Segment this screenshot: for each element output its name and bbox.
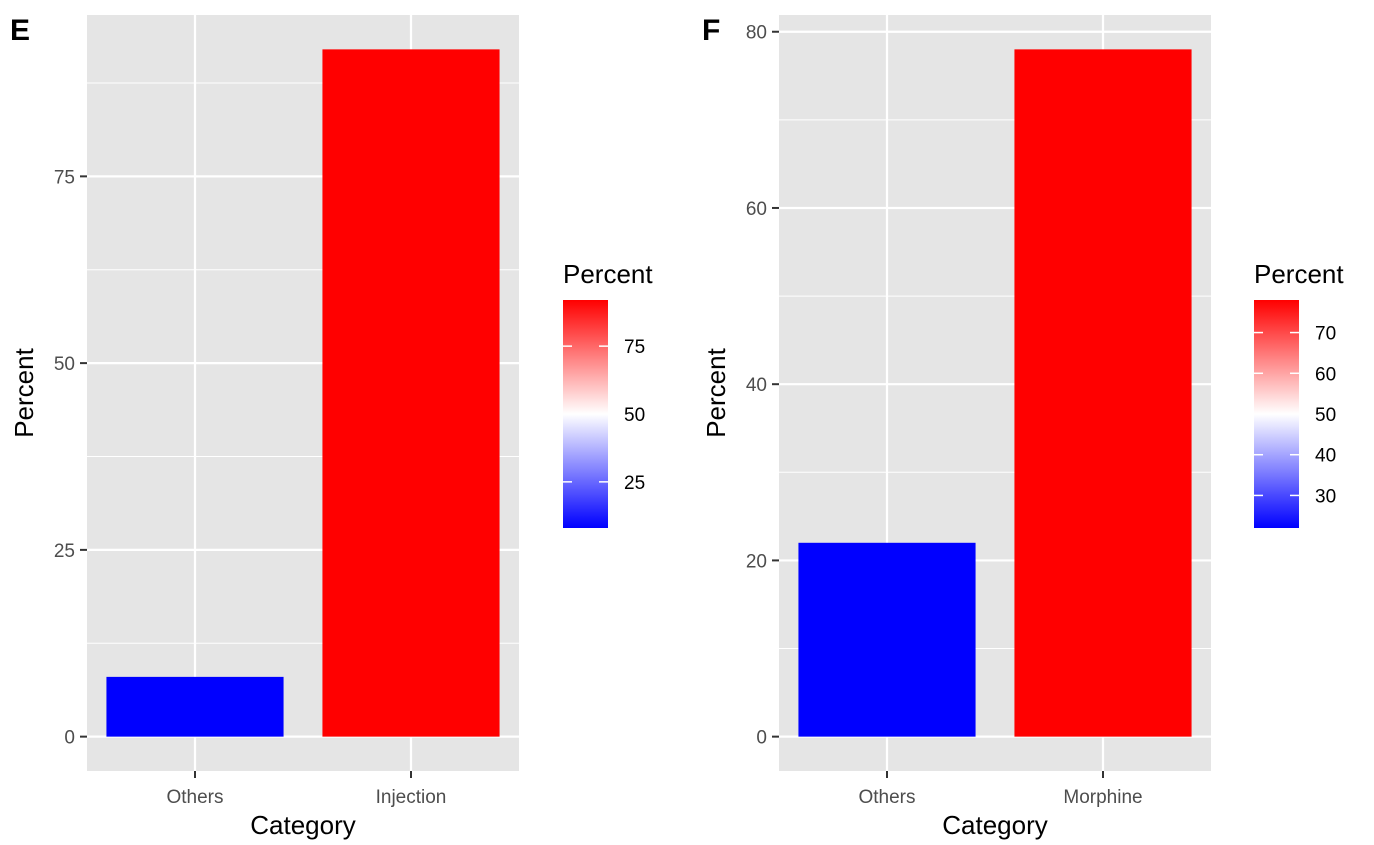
legend-tick-label: 70 bbox=[1315, 324, 1336, 345]
y-tick-label: 60 bbox=[746, 199, 767, 220]
legend-tick-label: 50 bbox=[624, 405, 645, 426]
panel-tag: E bbox=[10, 14, 30, 47]
legend-title: Percent bbox=[1254, 259, 1344, 289]
bar-injection bbox=[322, 49, 500, 737]
chart-panel-e: 0 25 50 75 Others Injection Category Percent E Pe… bbox=[9, 14, 653, 840]
legend: Percent 30 40 50 60 70 bbox=[1254, 259, 1344, 528]
legend-tick-label: 25 bbox=[624, 473, 645, 494]
x-tick-label: Morphine bbox=[1063, 787, 1142, 808]
y-axis-title: Percent bbox=[9, 347, 39, 437]
y-tick-label: 50 bbox=[54, 354, 75, 375]
y-tick-label: 0 bbox=[756, 728, 767, 749]
bar-morphine bbox=[1014, 49, 1192, 737]
x-tick-label: Others bbox=[166, 787, 223, 808]
legend-tick-label: 50 bbox=[1315, 405, 1336, 426]
bar-others bbox=[798, 542, 976, 737]
y-tick-label: 80 bbox=[746, 23, 767, 44]
legend: Percent 25 50 75 bbox=[563, 259, 653, 528]
y-tick-label: 75 bbox=[54, 167, 75, 188]
x-axis-title: Category bbox=[942, 810, 1048, 840]
x-tick-label: Injection bbox=[376, 787, 447, 808]
x-axis-title: Category bbox=[250, 810, 356, 840]
legend-tick-label: 30 bbox=[1315, 486, 1336, 507]
y-tick-label: 20 bbox=[746, 551, 767, 572]
legend-tick-label: 75 bbox=[624, 337, 645, 358]
panel-tag: F bbox=[702, 14, 720, 47]
x-tick-label: Others bbox=[858, 787, 915, 808]
y-tick-label: 40 bbox=[746, 375, 767, 396]
chart-panel-f: 0 20 40 60 80 Others Morphine Category Percent F P… bbox=[701, 14, 1344, 840]
bar-others bbox=[106, 676, 284, 737]
y-tick-label: 0 bbox=[64, 728, 75, 749]
legend-title: Percent bbox=[563, 259, 653, 289]
y-axis-title: Percent bbox=[701, 347, 731, 437]
legend-tick-label: 60 bbox=[1315, 364, 1336, 385]
y-tick-label: 25 bbox=[54, 541, 75, 562]
legend-tick-label: 40 bbox=[1315, 446, 1336, 467]
